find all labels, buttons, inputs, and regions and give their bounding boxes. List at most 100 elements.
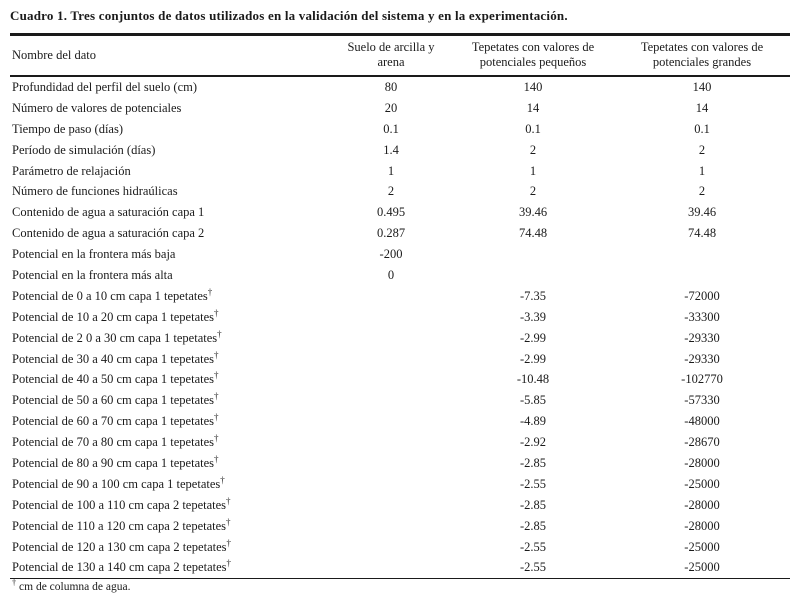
cell-value: 1.4	[383, 142, 399, 157]
cell-value	[330, 537, 452, 558]
row-label: Potencial de 80 a 90 cm capa 1 tepetates…	[12, 453, 219, 470]
cell-value	[330, 390, 452, 411]
cell-value: -2.85	[519, 497, 547, 512]
row-label: Potencial de 110 a 120 cm capa 2 tepetat…	[12, 516, 231, 533]
cell-value: 1	[698, 163, 706, 178]
column-header-line: arena	[377, 55, 405, 69]
table-row: Potencial de 70 a 80 cm capa 1 tepetates…	[10, 432, 790, 453]
dagger-marker: †	[226, 537, 232, 548]
column-header-tepetates-grandes: Tepetates con valores de potenciales gra…	[614, 35, 790, 77]
table-row: Potencial de 50 a 60 cm capa 1 tepetates…	[10, 390, 790, 411]
cell-value: 0.495	[376, 205, 406, 220]
cell-value: -33300	[684, 309, 720, 324]
cell-value: 0.287	[376, 226, 406, 241]
dagger-marker: †	[214, 412, 219, 423]
row-label: Número de valores de potenciales	[12, 100, 182, 115]
footnote-text: cm de columna de agua.	[19, 581, 131, 594]
column-header-line: potenciales grandes	[652, 55, 752, 69]
row-label: Potencial de 60 a 70 cm capa 1 tepetates…	[12, 412, 219, 429]
cell-value	[330, 286, 452, 307]
table-row: Potencial en la frontera más alta 0	[10, 265, 790, 286]
cell-value	[452, 265, 614, 286]
cell-value: -28000	[684, 518, 720, 533]
cell-value: -28000	[684, 455, 720, 470]
dagger-marker: †	[214, 349, 219, 360]
cell-value: 2	[529, 184, 537, 199]
table-title: Cuadro 1. Tres conjuntos de datos utiliz…	[10, 8, 568, 23]
cell-value: 0.1	[694, 121, 710, 136]
table-row: Potencial de 10 a 20 cm capa 1 tepetates…	[10, 307, 790, 328]
cell-value: -29330	[684, 330, 720, 345]
cell-value: 80	[384, 79, 398, 94]
cell-value: 2	[698, 184, 706, 199]
cell-value: -48000	[684, 414, 720, 429]
data-table: Nombre del dato Suelo de arcilla y arena…	[10, 33, 790, 580]
cell-value: -25000	[684, 560, 720, 575]
cell-value: -25000	[684, 539, 720, 554]
row-label: Contenido de agua a saturación capa 2	[12, 226, 205, 241]
column-header-line: Tepetates con valores de	[471, 40, 595, 54]
dagger-marker: †	[214, 370, 219, 381]
dagger-marker: †	[207, 286, 213, 297]
cell-value	[452, 244, 614, 265]
cell-value	[330, 474, 452, 495]
row-label: Potencial de 0 a 10 cm capa 1 tepetates†	[12, 286, 213, 303]
dagger-marker: †	[214, 307, 219, 318]
cell-value: 74.48	[518, 226, 548, 241]
table-footnote: † cm de columna de agua.	[10, 578, 790, 594]
cell-value: -29330	[684, 351, 720, 366]
table-row: Tiempo de paso (días) 0.1 0.1 0.1	[10, 119, 790, 140]
cell-value	[330, 432, 452, 453]
dagger-marker: †	[220, 474, 225, 485]
table-row: Potencial de 80 a 90 cm capa 1 tepetates…	[10, 453, 790, 474]
row-label: Potencial de 50 a 60 cm capa 1 tepetates…	[12, 391, 219, 408]
cell-value: -57330	[684, 393, 720, 408]
table-row: Período de simulación (días) 1.4 2 2	[10, 140, 790, 161]
dagger-marker: †	[226, 495, 231, 506]
cell-value: -2.55	[519, 539, 547, 554]
dagger-marker: †	[12, 578, 17, 588]
table-row: Potencial de 60 a 70 cm capa 1 tepetates…	[10, 411, 790, 432]
cell-value: -5.85	[519, 393, 547, 408]
cell-value: -2.92	[519, 435, 547, 450]
row-label: Potencial en la frontera más alta	[12, 267, 173, 282]
cell-value: 39.46	[518, 205, 548, 220]
row-label: Potencial de 10 a 20 cm capa 1 tepetates…	[12, 307, 219, 324]
table-row: Potencial de 130 a 140 cm capa 2 tepetat…	[10, 557, 790, 578]
cell-value: 14	[526, 100, 540, 115]
table-row: Número de funciones hidraúlicas 2 2 2	[10, 181, 790, 202]
row-label: Tiempo de paso (días)	[12, 121, 123, 136]
cell-value: 0.1	[525, 121, 541, 136]
row-label: Potencial de 2 0 a 30 cm capa 1 tepetate…	[12, 328, 222, 345]
cell-value	[330, 369, 452, 390]
cell-value: -2.85	[519, 518, 547, 533]
cell-value: 14	[695, 100, 709, 115]
table-row: Contenido de agua a saturación capa 2 0.2…	[10, 223, 790, 244]
cell-value	[330, 307, 452, 328]
table-row: Potencial de 120 a 130 cm capa 2 tepetat…	[10, 537, 790, 558]
column-header-tepetates-pequenos: Tepetates con valores de potenciales peq…	[452, 35, 614, 77]
table-row: Potencial en la frontera más baja -200	[10, 244, 790, 265]
table-row: Potencial de 2 0 a 30 cm capa 1 tepetate…	[10, 328, 790, 349]
cell-value	[614, 244, 790, 265]
cell-value: -28670	[684, 435, 720, 450]
cell-value	[330, 495, 452, 516]
cell-value: -10.48	[516, 372, 550, 387]
table-row: Potencial de 0 a 10 cm capa 1 tepetates†…	[10, 286, 790, 307]
cell-value: 0	[387, 267, 395, 282]
table-row: Contenido de agua a saturación capa 1 0.4…	[10, 202, 790, 223]
table-row: Potencial de 90 a 100 cm capa 1 tepetate…	[10, 474, 790, 495]
cell-value: 1	[529, 163, 537, 178]
cell-value	[330, 349, 452, 370]
cell-value: -2.55	[519, 476, 547, 491]
cell-value	[330, 557, 452, 578]
cell-value: 39.46	[687, 205, 717, 220]
dagger-marker: †	[214, 432, 219, 443]
table-row: Potencial de 40 a 50 cm capa 1 tepetates…	[10, 369, 790, 390]
cell-value: -72000	[684, 288, 720, 303]
table-body: Profundidad del perfil del suelo (cm) 80 1…	[10, 76, 790, 579]
dagger-marker: †	[226, 558, 232, 569]
cell-value: -3.39	[519, 309, 547, 324]
row-label: Potencial en la frontera más baja	[12, 247, 176, 262]
table-row: Parámetro de relajación 1 1 1	[10, 161, 790, 182]
